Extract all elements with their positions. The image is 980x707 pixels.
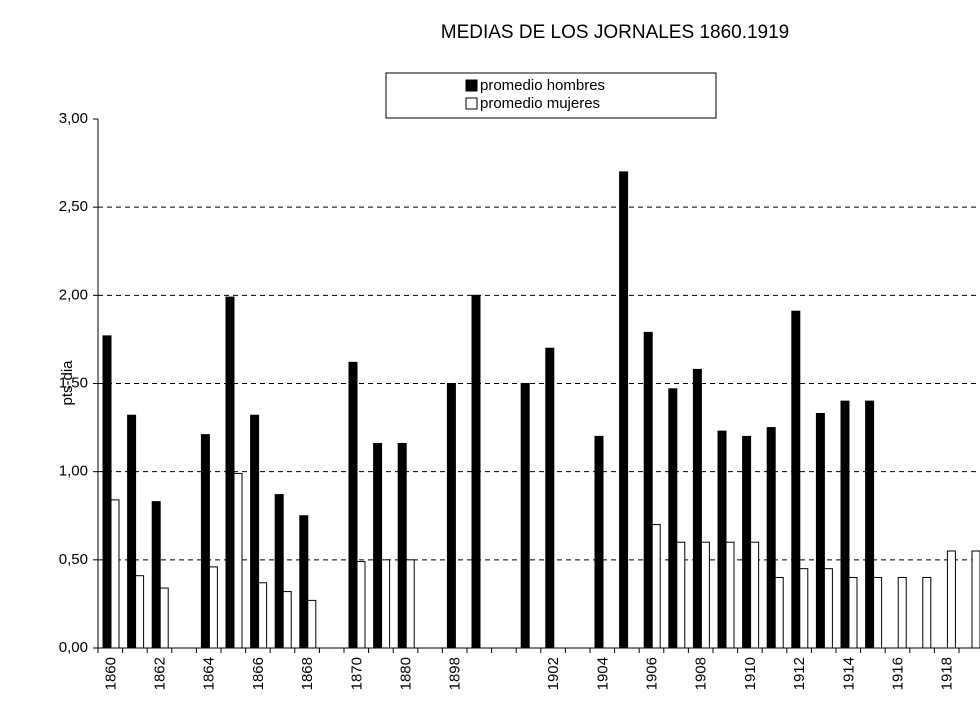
bar	[397, 442, 407, 649]
bar	[725, 541, 735, 649]
bar	[815, 412, 825, 649]
bar	[971, 550, 980, 649]
x-tick-label: 1908	[693, 657, 710, 690]
bar	[356, 561, 366, 649]
legend-swatch	[465, 79, 478, 92]
bar	[233, 472, 243, 649]
bar	[135, 575, 145, 649]
bar	[299, 515, 309, 649]
bar	[750, 541, 760, 649]
x-tick-label: 1906	[643, 657, 660, 690]
bar	[840, 400, 850, 649]
bar	[110, 499, 120, 649]
bar	[643, 331, 653, 649]
bar	[774, 576, 784, 649]
x-tick-label: 1898	[447, 657, 464, 690]
bar	[848, 576, 858, 649]
bar	[250, 414, 260, 649]
legend-label: promedio mujeres	[480, 95, 600, 112]
bar	[200, 434, 210, 649]
x-tick-label: 1864	[201, 657, 218, 690]
bar	[823, 568, 833, 649]
bar	[307, 599, 317, 649]
y-tick-label: 1,00	[59, 463, 88, 480]
y-tick-label: 3,00	[59, 110, 88, 127]
bar	[373, 442, 383, 649]
y-tick-label: 1,50	[59, 374, 88, 391]
bar	[520, 383, 530, 649]
bar	[619, 171, 629, 649]
bar	[208, 566, 218, 649]
bar	[700, 541, 710, 649]
bar	[545, 347, 555, 649]
y-tick-label: 0,50	[59, 551, 88, 568]
x-tick-label: 1866	[250, 657, 267, 690]
bar	[873, 576, 883, 649]
x-tick-label: 1902	[545, 657, 562, 690]
bar	[102, 335, 112, 649]
y-tick-label: 2,50	[59, 198, 88, 215]
bar	[471, 294, 481, 649]
bar	[766, 427, 776, 649]
x-tick-label: 1868	[299, 657, 316, 690]
bar	[865, 400, 875, 649]
bar	[692, 368, 702, 649]
chart-title: MEDIAS DE LOS JORNALES 1860.1919	[441, 22, 790, 43]
legend-box	[385, 72, 717, 119]
bar	[151, 501, 161, 649]
y-tick-label: 2,00	[59, 286, 88, 303]
bar	[676, 541, 686, 649]
bar	[274, 494, 284, 649]
bar	[946, 550, 956, 649]
x-tick-label: 1870	[348, 657, 365, 690]
x-tick-label: 1880	[397, 657, 414, 690]
legend-label: promedio hombres	[480, 77, 605, 94]
bar	[258, 582, 268, 649]
bar	[651, 524, 661, 649]
legend-swatch	[465, 97, 478, 110]
bar	[127, 414, 137, 649]
bar	[405, 559, 415, 649]
x-tick-label: 1860	[102, 657, 119, 690]
bar	[348, 361, 358, 649]
x-tick-label: 1910	[742, 657, 759, 690]
bar	[717, 430, 727, 649]
x-tick-label: 1916	[889, 657, 906, 690]
bar	[791, 310, 801, 649]
x-tick-label: 1914	[840, 657, 857, 690]
bar	[282, 591, 292, 649]
bar	[897, 576, 907, 649]
bar	[668, 388, 678, 649]
bar	[225, 296, 235, 649]
x-tick-label: 1862	[151, 657, 168, 690]
bar	[799, 568, 809, 649]
bar	[381, 559, 391, 649]
x-tick-label: 1904	[594, 657, 611, 690]
bar	[742, 435, 752, 649]
x-tick-label: 1912	[791, 657, 808, 690]
y-axis-label: pts-dia	[59, 360, 76, 406]
bar	[446, 383, 456, 649]
bar	[159, 587, 169, 649]
x-tick-label: 1918	[939, 657, 956, 690]
bar	[594, 435, 604, 649]
bar	[922, 576, 932, 649]
y-tick-label: 0,00	[59, 639, 88, 656]
